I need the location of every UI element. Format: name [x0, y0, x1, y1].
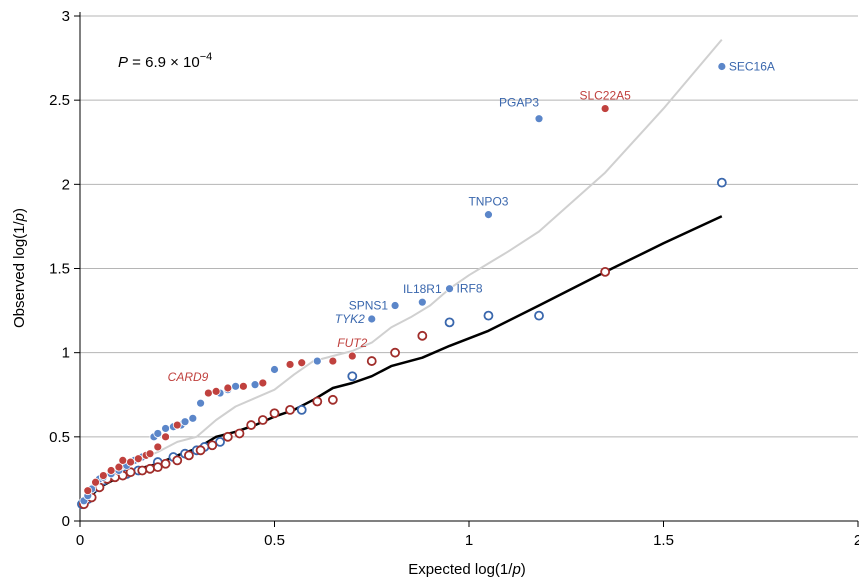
- open-blue-point: [716, 177, 727, 188]
- filled-red-point: [172, 420, 182, 430]
- filled-red-point: [133, 454, 143, 464]
- filled-blue-point: [196, 398, 205, 408]
- filled-red-point: [98, 471, 108, 480]
- y-axis-label: Observed log(1/p): [11, 208, 28, 328]
- axes: [74, 12, 859, 527]
- filled-red-point: [145, 449, 155, 459]
- open-red-point: [257, 415, 268, 425]
- filled-red-point: [161, 432, 170, 442]
- gene-label: SEC16A: [729, 60, 775, 74]
- filled-red-point: [211, 386, 221, 396]
- filled-red-point: [600, 104, 610, 113]
- data-points: [77, 62, 727, 510]
- filled-red-point: [126, 457, 135, 467]
- filled-red-point: [223, 383, 233, 393]
- filled-red-point: [297, 358, 307, 368]
- open-red-point: [222, 431, 233, 442]
- y-tick-label: 0: [62, 513, 70, 530]
- filled-blue-point: [153, 429, 163, 438]
- open-red-point: [234, 428, 245, 439]
- gene-label: TYK2: [335, 312, 365, 326]
- gene-label: TNPO3: [468, 195, 508, 209]
- y-tick-label: 2.5: [49, 92, 70, 109]
- x-tick-label: 1: [465, 532, 473, 549]
- open-red-point: [125, 467, 136, 478]
- open-red-point: [160, 458, 171, 469]
- filled-red-point: [118, 455, 128, 465]
- x-tick-label: 0.5: [264, 532, 285, 549]
- filled-red-point: [153, 442, 163, 452]
- open-blue-point: [444, 317, 455, 328]
- gene-label: SPNS1: [349, 299, 389, 313]
- gene-label: CARD9: [168, 370, 209, 384]
- open-blue-point: [534, 310, 544, 321]
- open-blue-point: [296, 404, 307, 415]
- p-value-annotation: P = 6.9 × 10−4: [118, 51, 212, 71]
- gene-label: FUT2: [337, 336, 367, 350]
- filled-blue-point: [231, 381, 241, 391]
- open-red-point: [285, 404, 295, 415]
- y-tick-label: 2: [62, 176, 70, 193]
- gene-label: IL18R1: [403, 282, 442, 296]
- filled-blue-point: [484, 210, 493, 220]
- filled-red-point: [347, 351, 357, 361]
- filled-blue-point: [390, 301, 400, 310]
- filled-blue-point: [312, 356, 322, 366]
- open-red-point: [600, 266, 611, 277]
- gene-labels: SEC16A SLC22A5 PGAP3 TNPO3 IL18R1 IRF8 SPNS1TY…: [168, 60, 775, 385]
- open-red-point: [152, 462, 163, 473]
- gene-label: IRF8: [457, 282, 483, 296]
- filled-blue-point: [717, 62, 727, 71]
- open-red-point: [137, 465, 148, 476]
- open-red-point: [366, 356, 377, 366]
- y-tick-label: 3: [62, 8, 70, 25]
- expected-line-grey: [79, 38, 723, 509]
- open-red-point: [417, 330, 428, 341]
- open-red-point: [390, 347, 400, 358]
- filled-blue-point: [445, 284, 454, 294]
- filled-blue-point: [180, 417, 190, 427]
- tick-labels: 0 0.5 1 1.5 2 2.5 3 0 0.5 1 1.5 2: [49, 8, 859, 549]
- filled-red-point: [91, 477, 100, 487]
- filled-red-point: [238, 381, 248, 391]
- filled-red-point: [114, 462, 124, 472]
- filled-red-point: [203, 388, 213, 398]
- open-red-point: [145, 463, 155, 474]
- open-red-point: [269, 408, 280, 419]
- x-tick-label: 1.5: [653, 532, 674, 549]
- filled-blue-point: [417, 297, 427, 307]
- filled-red-point: [328, 356, 338, 366]
- filled-red-point: [258, 378, 268, 388]
- filled-blue-point: [367, 314, 377, 324]
- x-tick-label: 2: [854, 532, 859, 549]
- y-tick-label: 1: [62, 345, 70, 362]
- open-red-point: [246, 420, 257, 430]
- y-tick-label: 1.5: [49, 261, 70, 278]
- grid-lines: [80, 15, 858, 438]
- gene-label: SLC22A5: [579, 89, 631, 103]
- filled-red-point: [106, 466, 116, 475]
- filled-blue-point: [250, 380, 260, 390]
- open-red-point: [184, 450, 194, 461]
- filled-blue-point: [534, 114, 544, 124]
- filled-blue-point: [161, 424, 170, 433]
- open-blue-point: [483, 310, 494, 321]
- open-blue-point: [347, 371, 358, 382]
- open-red-point: [207, 440, 218, 451]
- x-axis-label: Expected log(1/p): [408, 561, 526, 578]
- open-red-point: [172, 455, 183, 466]
- open-red-point: [327, 394, 338, 405]
- open-red-point: [195, 445, 206, 456]
- x-tick-label: 0: [76, 532, 84, 549]
- open-blue-point: [215, 436, 225, 447]
- filled-red-point: [285, 360, 295, 369]
- open-red-point: [312, 396, 323, 407]
- filled-blue-point: [270, 365, 279, 374]
- filled-red-point: [83, 486, 93, 496]
- filled-blue-point: [188, 413, 198, 423]
- gene-label: PGAP3: [499, 96, 539, 110]
- y-tick-label: 0.5: [49, 429, 70, 446]
